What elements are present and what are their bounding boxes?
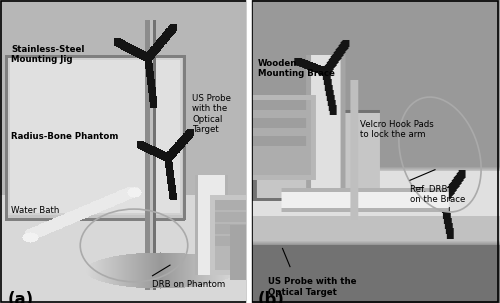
Text: (a): (a) (8, 291, 34, 303)
Text: Stainless-Steel
Mounting Jig: Stainless-Steel Mounting Jig (11, 45, 85, 64)
Bar (1, 1, 247, 302)
Text: US Probe with the
Optical Target: US Probe with the Optical Target (268, 277, 356, 297)
Text: Ref. DRB
on the Brace: Ref. DRB on the Brace (410, 185, 466, 204)
Text: Wooden
Mounting Brace: Wooden Mounting Brace (258, 59, 334, 78)
Text: Velcro Hook Pads
to lock the arm: Velcro Hook Pads to lock the arm (360, 120, 434, 139)
Bar (252, 1, 498, 302)
Text: US Probe
with the
Optical
Target: US Probe with the Optical Target (192, 94, 232, 134)
Text: Water Bath: Water Bath (11, 206, 60, 215)
Text: DRB on Phantom: DRB on Phantom (152, 280, 226, 289)
Text: Radius-Bone Phantom: Radius-Bone Phantom (11, 132, 118, 141)
Text: (b): (b) (258, 291, 284, 303)
